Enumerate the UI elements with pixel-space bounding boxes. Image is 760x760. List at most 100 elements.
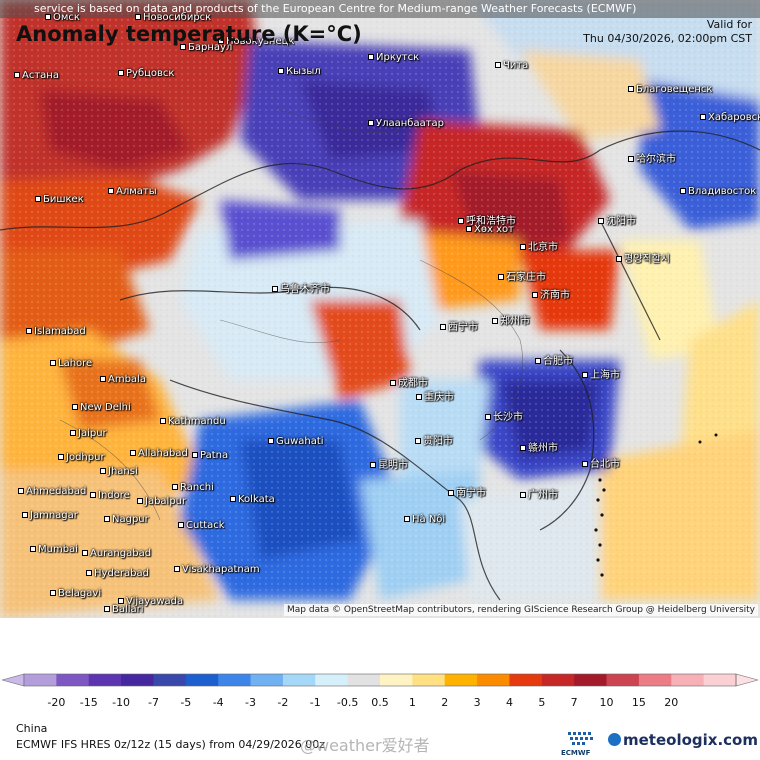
region-name: China — [16, 722, 48, 735]
city-label: Алматы — [108, 186, 157, 197]
colorbar-tick-label: 2 — [441, 696, 449, 709]
colorbar-swatch — [444, 674, 478, 686]
city-label: Hà Nội — [404, 514, 445, 525]
city-label: 合肥市 — [535, 352, 573, 367]
colorbar-tick-label: -4 — [212, 696, 224, 709]
city-label: Ahmedabad — [18, 486, 86, 497]
colorbar-tick-label: -10 — [112, 696, 131, 709]
ecmwf-logo-text: ECMWF — [561, 749, 591, 757]
model-info: ECMWF IFS HRES 0z/12z (15 days) from 04/… — [16, 738, 326, 751]
legend-title: Anomaly temperature (K=°C) — [16, 22, 362, 46]
city-label: 呼和浩特市 — [458, 212, 516, 227]
meteologix-icon — [608, 733, 621, 746]
colorbar-tick-label: 10 — [599, 696, 614, 709]
colorbar-swatch — [606, 674, 640, 686]
city-label: 西宁市 — [440, 318, 478, 333]
city-label: 昆明市 — [370, 456, 408, 471]
colorbar-outline — [23, 673, 737, 687]
colorbar-swatch — [88, 674, 122, 686]
city-label: Lahore — [50, 358, 92, 369]
colorbar-swatch — [56, 674, 90, 686]
city-label: Ballari — [104, 604, 144, 615]
colorbar-tick-label: -7 — [147, 696, 159, 709]
city-label: 贵阳市 — [415, 432, 453, 447]
city-label: Jabalpur — [137, 496, 186, 507]
city-label: 石家庄市 — [498, 268, 546, 283]
city-label: Новокузнецк — [218, 36, 294, 47]
colorbar-tick-label: 15 — [631, 696, 646, 709]
colorbar-swatch — [347, 674, 381, 686]
city-label: 沈阳市 — [598, 212, 636, 227]
city-label: Кызыл — [278, 66, 321, 77]
city-label: Хөх хот — [466, 224, 514, 235]
city-label: Чита — [495, 60, 528, 71]
city-label: Благовещенск — [628, 84, 712, 95]
meteologix-logo[interactable]: meteologix.com — [608, 731, 758, 749]
colorbar-swatch — [703, 674, 737, 686]
ecmwf-logo-icon — [568, 732, 593, 745]
colorbar-swatch — [121, 674, 154, 686]
city-label: Иркутск — [368, 52, 419, 63]
colorbar-tick-label: -15 — [79, 696, 98, 709]
colorbar-tick-label: 3 — [473, 696, 481, 709]
colorbar-swatch — [380, 674, 413, 686]
city-label: Хабаровск — [700, 112, 760, 123]
colorbar-tick-label: -3 — [245, 696, 257, 709]
city-label: Mumbai — [30, 544, 78, 555]
watermark: @weather爱好者 — [300, 736, 430, 755]
colorbar-tick-label: -20 — [47, 696, 66, 709]
city-label: Ranchi — [172, 482, 214, 493]
colorbar-swatch — [574, 674, 608, 686]
colorbar-swatch — [185, 674, 219, 686]
temperature-anomaly-map[interactable]: service is based on data and products of… — [0, 0, 760, 618]
city-label: 乌鲁木齐市 — [272, 280, 330, 295]
city-label: 长沙市 — [485, 408, 523, 423]
colorbar-swatch — [477, 674, 510, 686]
city-label: Астана — [14, 70, 59, 81]
colorbar-tick-label: -2 — [277, 696, 289, 709]
city-label: 北京市 — [520, 238, 558, 253]
colorbar-tick-label: 0.5 — [371, 696, 389, 709]
city-label: New Delhi — [72, 402, 131, 413]
city-label: Vijayawada — [118, 596, 183, 607]
city-label: 평양직할시 — [616, 250, 670, 265]
colorbar-swatch — [541, 674, 575, 686]
valid-label: Valid for — [706, 18, 752, 31]
colorbar-swatch — [638, 674, 672, 686]
city-label: Visakhapatnam — [174, 564, 260, 575]
city-label: Hyderabad — [86, 568, 149, 579]
city-label: Islamabad — [26, 326, 86, 337]
city-label: Ambala — [100, 374, 146, 385]
city-label: 上海市 — [582, 366, 620, 381]
colorbar-tick-label: 4 — [505, 696, 513, 709]
colorbar-tick-label: 7 — [570, 696, 578, 709]
valid-time-block: Valid for Thu 04/30/2026, 02:00pm CST — [583, 18, 752, 46]
colorbar-swatch — [282, 674, 316, 686]
colorbar-tick-label: 5 — [538, 696, 546, 709]
meteologix-text: meteologix.com — [623, 731, 758, 749]
colorbar — [2, 673, 758, 687]
city-label: Омск — [45, 12, 80, 23]
colorbar-swatch — [315, 674, 349, 686]
city-label: Jodhpur — [58, 452, 105, 463]
city-label: 成都市 — [390, 374, 428, 389]
city-label: Владивосток — [680, 186, 756, 197]
colorbar-high-arrow — [735, 673, 758, 687]
city-label: Kolkata — [230, 494, 275, 505]
colorbar-swatch — [24, 674, 57, 686]
city-label: Новосибирск — [135, 12, 211, 23]
colorbar-swatch — [250, 674, 284, 686]
city-label: 济南市 — [532, 286, 570, 301]
city-label: Jaipur — [70, 428, 107, 439]
city-label: 台北市 — [582, 455, 620, 470]
city-label: Allahabad — [130, 448, 188, 459]
city-label: 广州市 — [520, 486, 558, 501]
data-source-banner: service is based on data and products of… — [0, 0, 760, 18]
colorbar-swatch — [671, 674, 705, 686]
map-attribution[interactable]: Map data © OpenStreetMap contributors, r… — [284, 604, 758, 616]
colorbar-swatch — [218, 674, 252, 686]
colorbar-tick-label: 20 — [664, 696, 679, 709]
city-label: Indore — [90, 490, 130, 501]
city-label: Guwahati — [268, 436, 324, 447]
city-label: 南宁市 — [448, 484, 486, 499]
